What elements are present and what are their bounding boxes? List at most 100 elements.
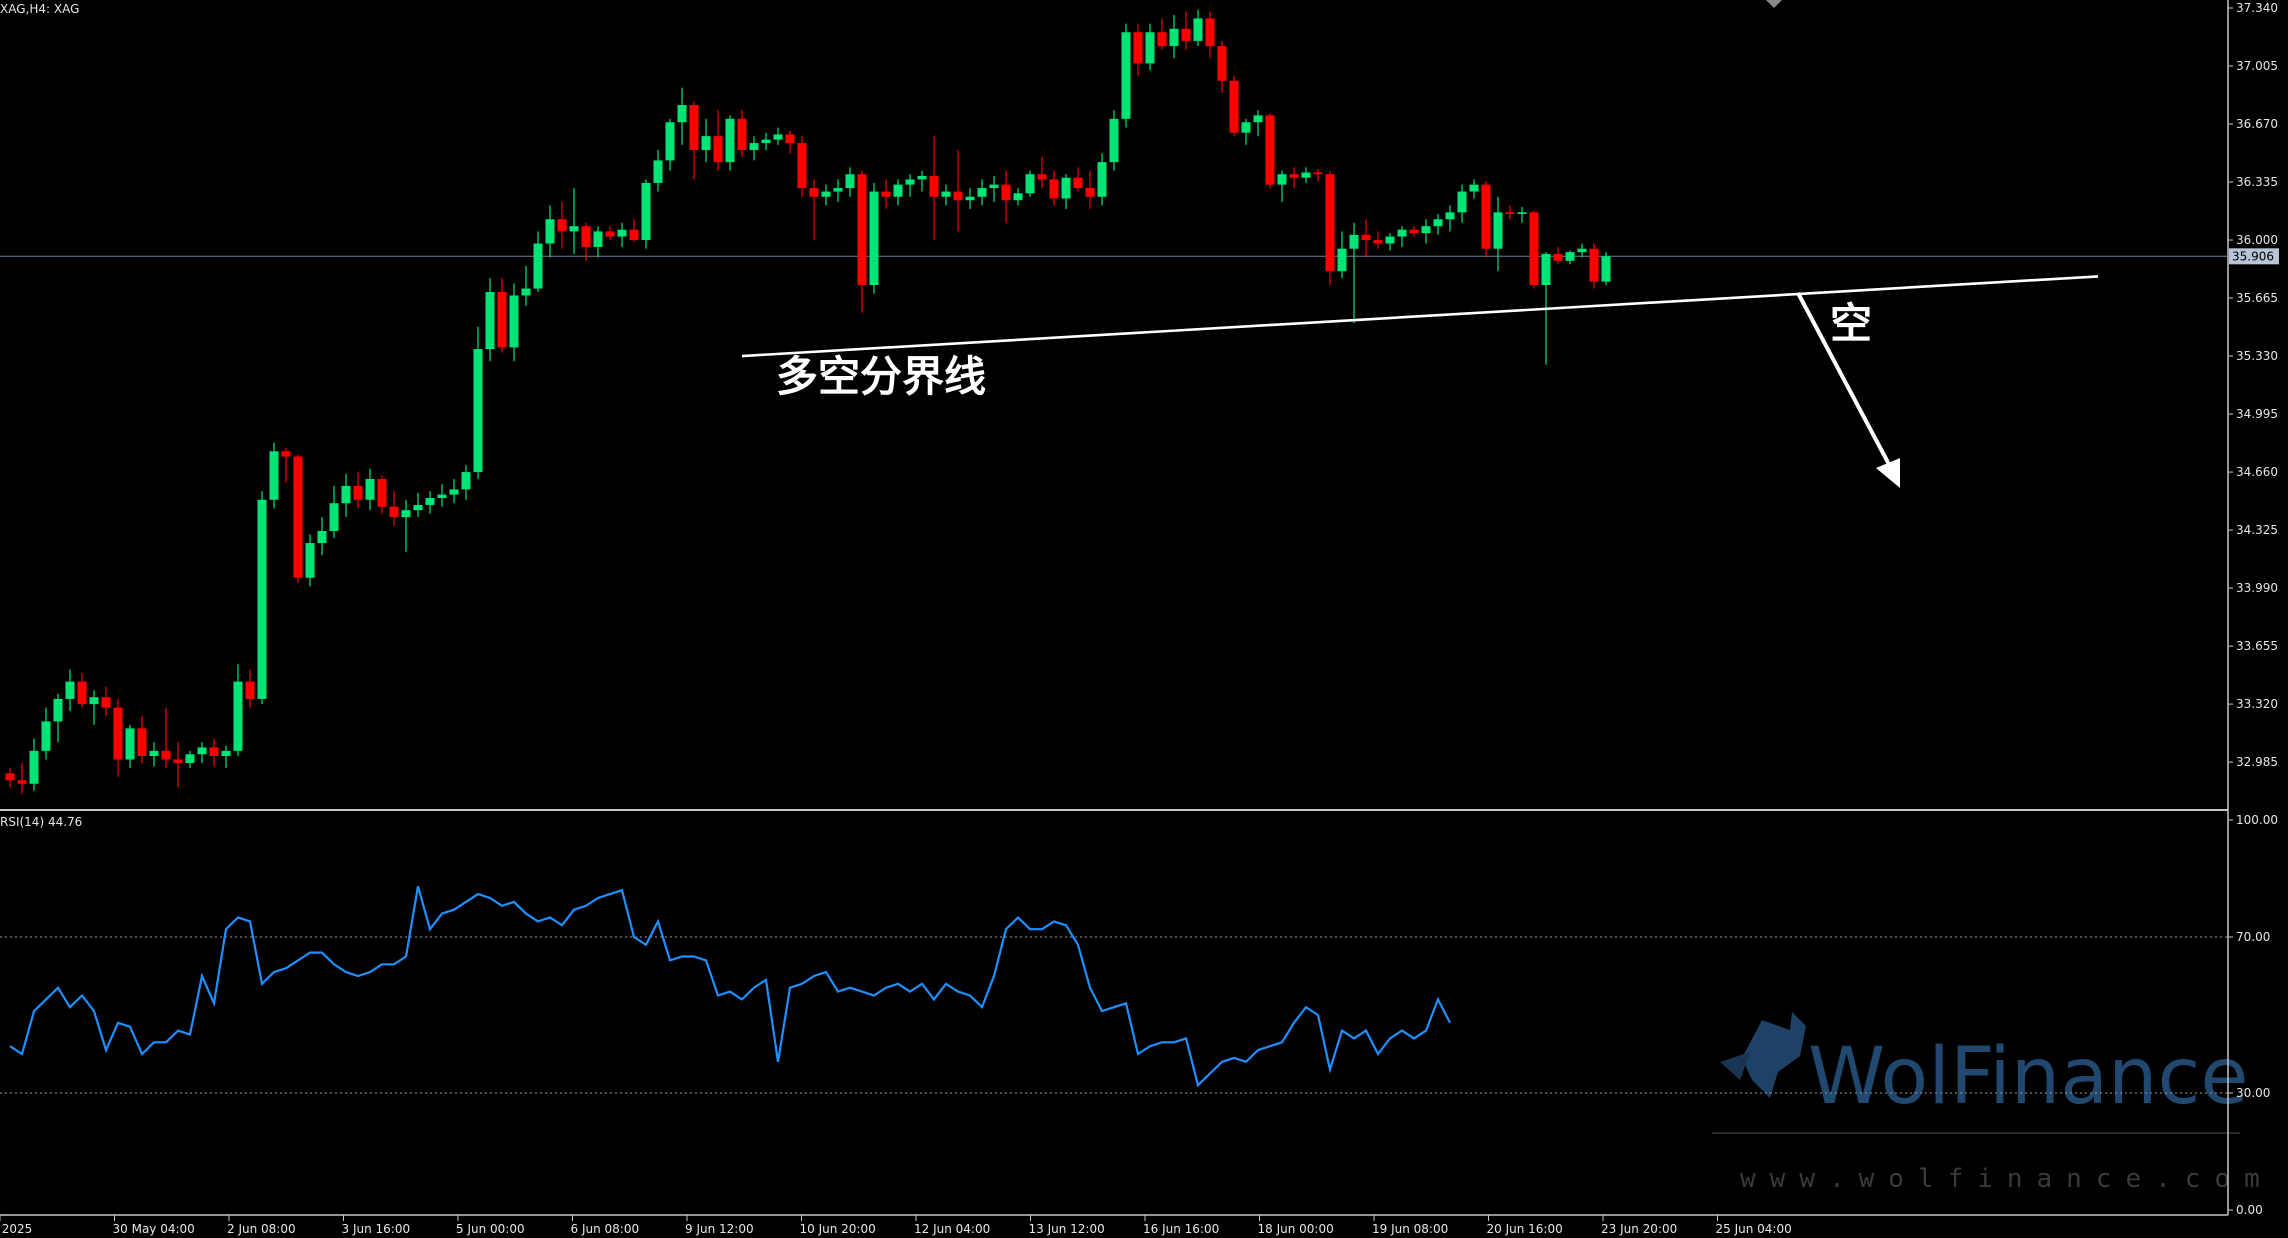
candle-body bbox=[185, 754, 195, 763]
time-tick-label: 12 Jun 04:00 bbox=[914, 1222, 990, 1236]
wolf-logo-icon bbox=[1720, 1012, 1806, 1098]
candle-body bbox=[1277, 174, 1287, 185]
down-arrow-icon bbox=[1796, 292, 1900, 488]
candle-body bbox=[977, 188, 987, 197]
scroll-marker-icon[interactable] bbox=[1766, 0, 1782, 8]
candle-body bbox=[713, 136, 723, 163]
candle-body bbox=[305, 543, 315, 578]
candle-body bbox=[857, 174, 867, 286]
candle-body bbox=[449, 489, 459, 495]
candle-body bbox=[725, 118, 735, 163]
candle-body bbox=[497, 291, 507, 348]
candle-body bbox=[617, 229, 627, 237]
candle-body bbox=[29, 750, 39, 784]
candle-body bbox=[1553, 253, 1563, 261]
candle-body bbox=[941, 191, 951, 197]
rsi-line bbox=[9, 886, 1451, 1088]
candle-body bbox=[1301, 172, 1311, 178]
candle-body bbox=[485, 291, 495, 350]
price-tick-label: 36.670 bbox=[2236, 117, 2278, 131]
price-tick-label: 37.005 bbox=[2236, 59, 2278, 73]
watermark: WolFinance www.wolfinance.com bbox=[1712, 1012, 2274, 1194]
candles bbox=[5, 9, 1611, 795]
time-tick-label: 19 Jun 08:00 bbox=[1372, 1222, 1448, 1236]
candle-body bbox=[377, 478, 387, 507]
rsi-tick-label: 70.00 bbox=[2236, 930, 2270, 944]
candle-body bbox=[1025, 174, 1035, 194]
candle-body bbox=[521, 288, 531, 296]
candle-body bbox=[797, 143, 807, 189]
time-tick-label: 25 Jun 04:00 bbox=[1716, 1222, 1792, 1236]
candle-body bbox=[893, 184, 903, 197]
candle-body bbox=[1325, 174, 1335, 272]
candle-body bbox=[65, 681, 75, 699]
candle-body bbox=[581, 226, 591, 247]
candle-body bbox=[329, 503, 339, 531]
candle-body bbox=[77, 681, 87, 705]
candle-body bbox=[317, 530, 327, 544]
candle-body bbox=[905, 179, 915, 185]
candle-body bbox=[1469, 184, 1479, 192]
candle-body bbox=[1097, 162, 1107, 197]
candle-body bbox=[1193, 18, 1203, 41]
price-tick-label: 34.325 bbox=[2236, 523, 2278, 537]
candle-body bbox=[53, 698, 63, 722]
candle-body bbox=[1121, 32, 1131, 119]
candle-body bbox=[1397, 229, 1407, 237]
candle-body bbox=[833, 188, 843, 192]
candle-body bbox=[1157, 32, 1167, 47]
candle-body bbox=[101, 697, 111, 708]
watermark-url: www.wolfinance.com bbox=[1740, 1164, 2274, 1194]
candle-body bbox=[173, 759, 183, 763]
candle-body bbox=[161, 750, 171, 760]
candle-body bbox=[1517, 212, 1527, 215]
candle-body bbox=[761, 139, 771, 144]
price-tick-label: 32.985 bbox=[2236, 755, 2278, 769]
candle-body bbox=[965, 196, 975, 201]
time-tick-label: 29 May 2025 bbox=[0, 1222, 32, 1236]
candle-body bbox=[917, 175, 927, 180]
candle-body bbox=[125, 728, 135, 760]
candle-body bbox=[1181, 28, 1191, 41]
candle-body bbox=[413, 504, 423, 511]
rsi-tick-label: 30.00 bbox=[2236, 1086, 2270, 1100]
candle-body bbox=[665, 122, 675, 161]
candle-body bbox=[1049, 179, 1059, 199]
candle-body bbox=[1433, 219, 1443, 227]
boundary-trendline bbox=[741, 275, 2099, 358]
candle-body bbox=[1421, 226, 1431, 234]
current-price-label: 35.906 bbox=[2232, 249, 2274, 263]
price-tick-label: 37.340 bbox=[2236, 1, 2278, 15]
time-tick-label: 18 Jun 00:00 bbox=[1258, 1222, 1334, 1236]
candle-body bbox=[1133, 32, 1143, 64]
candle-body bbox=[365, 478, 375, 500]
candle-body bbox=[701, 136, 711, 150]
candle-body bbox=[1169, 28, 1179, 47]
candle-body bbox=[1565, 252, 1575, 261]
time-tick-label: 10 Jun 20:00 bbox=[800, 1222, 876, 1236]
candle-body bbox=[1205, 18, 1215, 47]
candle-body bbox=[245, 681, 255, 699]
candle-body bbox=[629, 229, 639, 241]
candle-body bbox=[1529, 212, 1539, 286]
candle-body bbox=[1109, 118, 1119, 163]
candle-body bbox=[1013, 193, 1023, 201]
candle-body bbox=[1409, 229, 1419, 234]
candle-body bbox=[401, 510, 411, 518]
price-tick-label: 33.990 bbox=[2236, 581, 2278, 595]
candle-body bbox=[17, 780, 27, 784]
candle-body bbox=[269, 451, 279, 500]
time-tick-label: 6 Jun 08:00 bbox=[571, 1222, 640, 1236]
boundary-label: 多空分界线 bbox=[776, 352, 986, 401]
time-tick-label: 2 Jun 08:00 bbox=[227, 1222, 296, 1236]
price-tick-label: 36.335 bbox=[2236, 175, 2278, 189]
candle-body bbox=[1289, 174, 1299, 178]
candle-body bbox=[1373, 240, 1383, 244]
candle-body bbox=[1145, 32, 1155, 64]
price-tick-label: 33.655 bbox=[2236, 639, 2278, 653]
candle-body bbox=[473, 349, 483, 473]
candle-body bbox=[749, 143, 759, 150]
candle-body bbox=[1073, 177, 1083, 189]
candle-body bbox=[1085, 188, 1095, 197]
